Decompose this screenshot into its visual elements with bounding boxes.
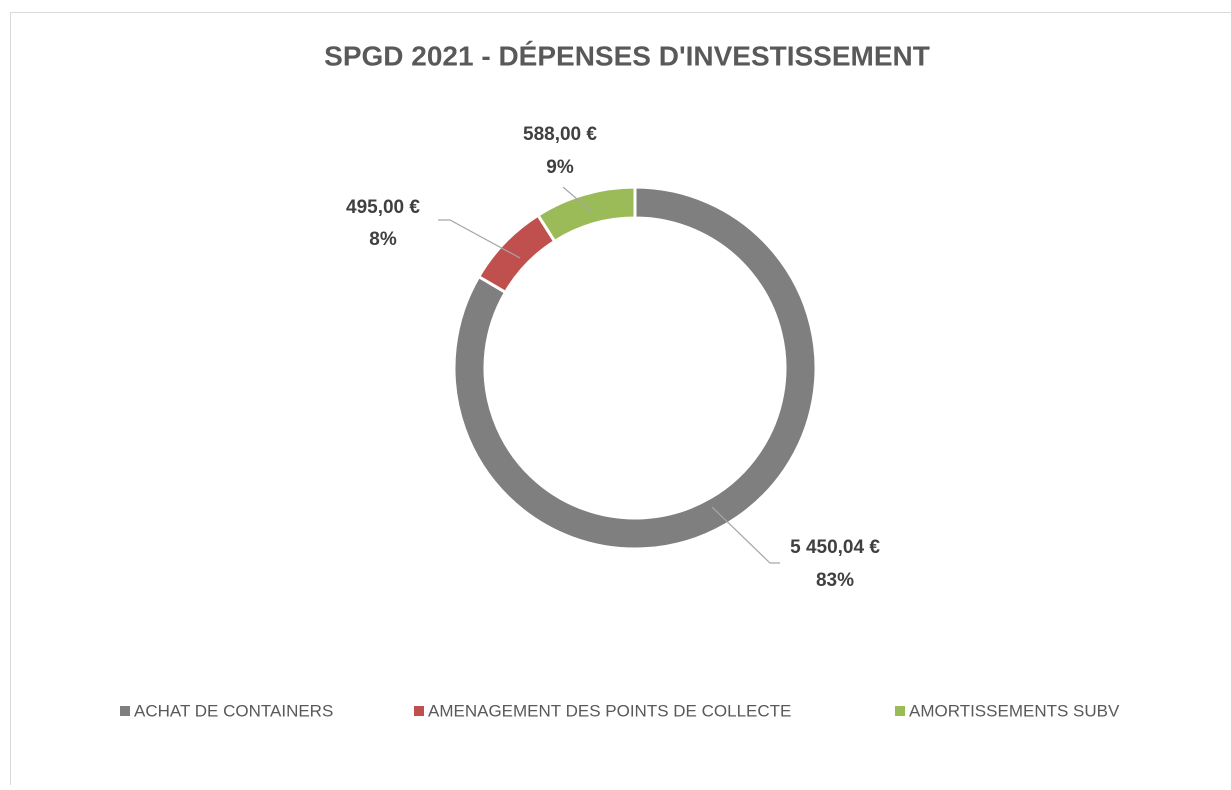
percent-label: 8% xyxy=(369,229,397,250)
legend-swatch xyxy=(120,706,130,716)
percent-label: 83% xyxy=(816,570,854,591)
legend-swatch xyxy=(414,706,424,716)
legend-label: AMENAGEMENT DES POINTS DE COLLECTE xyxy=(428,701,791,720)
data-label: 495,00 € xyxy=(346,197,420,218)
data-label: 5 450,04 € xyxy=(790,537,880,558)
percent-label: 9% xyxy=(546,157,574,178)
chart-frame xyxy=(11,13,1231,786)
legend-label: AMORTISSEMENTS SUBV xyxy=(909,701,1120,720)
legend-swatch xyxy=(895,706,905,716)
chart-title: SPGD 2021 - DÉPENSES D'INVESTISSEMENT xyxy=(324,40,930,71)
data-label: 588,00 € xyxy=(523,124,597,145)
legend-label: ACHAT DE CONTAINERS xyxy=(134,701,333,720)
